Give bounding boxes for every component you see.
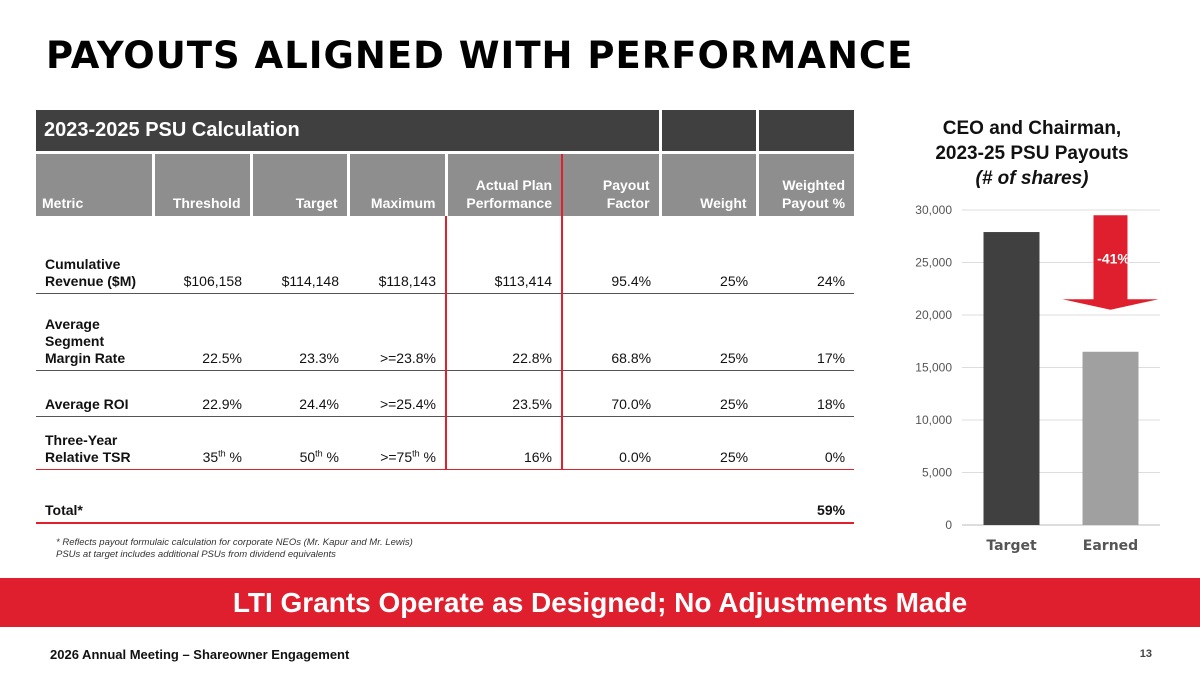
page-number: 13 (1139, 648, 1152, 660)
header-maximum: Maximum (348, 150, 448, 216)
header-threshold: Threshold (153, 150, 253, 216)
maximum-cell: >=23.8% (348, 293, 446, 371)
x-tick-label: Earned (1083, 538, 1138, 554)
table-row: Cumulative Revenue ($M) $106,158 $114,148… (36, 216, 855, 294)
weight-cell: 25% (660, 293, 758, 371)
payout-factor-cell: 0.0% (562, 416, 661, 470)
y-tick-label: 30,000 (915, 203, 952, 217)
header-actual-performance: Actual Plan Performance (445, 150, 563, 216)
total-label: Total* (36, 469, 153, 524)
actual-cell: 23.5% (445, 370, 563, 417)
target-cell: 50th % (251, 416, 348, 470)
footer-meeting-label: 2026 Annual Meeting – Shareowner Engagem… (50, 647, 350, 662)
psu-payout-chart: 0 5,000 10,000 15,000 20,000 25,000 30,000 Targ… (915, 203, 1160, 554)
y-tick-label: 15,000 (915, 361, 952, 375)
maximum-cell: $118,143 (348, 216, 446, 294)
threshold-cell: 22.9% (153, 370, 251, 417)
chart-title-line: CEO and Chairman, (942, 118, 1122, 139)
total-row: Total* 59% (36, 469, 855, 524)
target-cell: 23.3% (251, 293, 348, 371)
change-annotation: -41% (1097, 251, 1130, 267)
header-weighted-payout: Weighted Payout % (757, 150, 855, 216)
y-tick-label: 0 (945, 518, 952, 532)
y-tick-label: 25,000 (915, 256, 952, 270)
actual-cell: $113,414 (445, 216, 563, 294)
bar-target (983, 232, 1040, 526)
chart-title-line: 2023-25 PSU Payouts (935, 143, 1129, 164)
chart-subtitle: (# of shares) (975, 168, 1089, 189)
payout-factor-cell: 70.0% (562, 370, 661, 417)
metric-label: Three-Year Relative TSR (36, 416, 153, 470)
y-tick-label: 10,000 (915, 413, 952, 427)
table-banner-cell (757, 110, 855, 152)
total-weighted-payout: 59% (757, 469, 855, 524)
actual-cell: 16% (445, 416, 563, 470)
empty-cell (446, 469, 562, 524)
payout-factor-cell: 68.8% (562, 293, 661, 371)
metric-label: Average ROI (36, 370, 153, 417)
weighted-payout-cell: 18% (757, 370, 855, 417)
header-metric: Metric (36, 150, 155, 216)
chart-title: CEO and Chairman, 2023-25 PSU Payouts (#… (912, 116, 1152, 191)
weight-cell: 25% (660, 216, 758, 294)
footnote: * Reflects payout formulaic calculation … (56, 537, 413, 561)
header-target: Target (251, 150, 350, 216)
maximum-cell: >=25.4% (348, 370, 446, 417)
weighted-payout-cell: 24% (757, 216, 855, 294)
table-banner-cell (660, 110, 759, 152)
footnote-line: PSUs at target includes additional PSUs … (56, 549, 336, 560)
threshold-cell: 35th % (153, 416, 251, 470)
target-cell: $114,148 (251, 216, 348, 294)
target-cell: 24.4% (251, 370, 348, 417)
down-arrow-icon (1062, 215, 1159, 310)
empty-cell (660, 469, 758, 524)
header-weight: Weight (660, 150, 759, 216)
psu-calculation-table: 2023-2025 PSU Calculation Metric Thresho… (36, 110, 855, 524)
payout-factor-cell: 95.4% (562, 216, 661, 294)
slide-title: PAYOUTS ALIGNED WITH PERFORMANCE (46, 34, 914, 77)
weight-cell: 25% (660, 416, 758, 470)
y-tick-label: 5,000 (922, 466, 952, 480)
table-row: Average Segment Margin Rate 22.5% 23.3% >=… (36, 293, 855, 371)
weight-cell: 25% (660, 370, 758, 417)
table-banner-title: 2023-2025 PSU Calculation (36, 110, 662, 152)
header-payout-factor: Payout Factor (562, 150, 662, 216)
weighted-payout-cell: 0% (757, 416, 855, 470)
bar-earned (1082, 351, 1139, 525)
x-tick-label: Target (986, 538, 1037, 554)
threshold-cell: 22.5% (153, 293, 251, 371)
table-row: Three-Year Relative TSR 35th % 50th % >=7… (36, 416, 855, 470)
threshold-cell: $106,158 (153, 216, 251, 294)
table-row: Average ROI 22.9% 24.4% >=25.4% 23.5% 70… (36, 370, 855, 417)
weighted-payout-cell: 17% (757, 293, 855, 371)
maximum-cell: >=75th % (348, 416, 446, 470)
footnote-line: * Reflects payout formulaic calculation … (56, 537, 413, 548)
empty-cell (562, 469, 661, 524)
actual-cell: 22.8% (445, 293, 563, 371)
empty-cell (153, 469, 251, 524)
metric-label: Average Segment Margin Rate (36, 293, 153, 371)
empty-cell (251, 469, 348, 524)
metric-label: Cumulative Revenue ($M) (36, 216, 153, 294)
y-tick-label: 20,000 (915, 308, 952, 322)
empty-cell (348, 469, 446, 524)
conclusion-banner: LTI Grants Operate as Designed; No Adjus… (0, 578, 1200, 627)
